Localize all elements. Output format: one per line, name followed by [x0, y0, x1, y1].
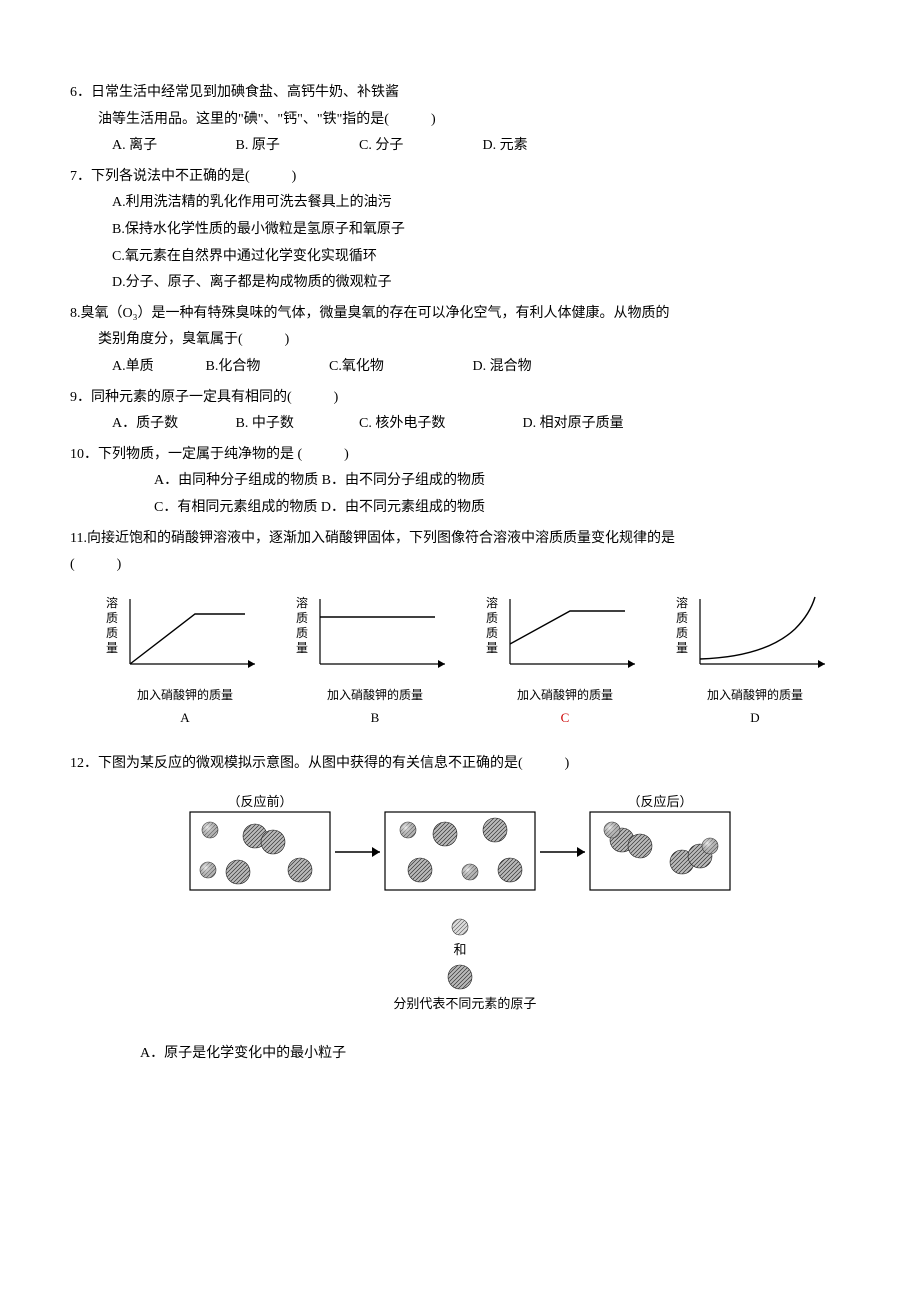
q11-chart-b: 溶 质 质 量 加入硝酸钾的质量 B — [290, 589, 460, 731]
svg-text:质: 质 — [486, 626, 498, 640]
chart-d-label: D — [670, 706, 840, 731]
svg-text:溶: 溶 — [676, 595, 688, 610]
q7-opt-d: D.分子、原子、离子都是构成物质的微观粒子 — [70, 270, 850, 297]
q8-options: A.单质 B.化合物 C.氧化物 D. 混合物 — [70, 354, 850, 381]
q8-opt-c: C.氧化物 — [329, 354, 469, 381]
svg-text:质: 质 — [676, 611, 688, 625]
svg-text:质: 质 — [486, 611, 498, 625]
q6-stem-line1: 6．日常生活中经常见到加碘食盐、高钙牛奶、补铁酱 — [70, 80, 850, 107]
svg-text:溶: 溶 — [296, 595, 308, 610]
q11-chart-d: 溶 质 质 量 加入硝酸钾的质量 D — [670, 589, 840, 731]
q10-opt-b: B．由不同分子组成的物质 — [322, 473, 485, 488]
q9-opt-c: C. 核外电子数 — [359, 411, 519, 438]
q6-opt-a: A. 离子 — [112, 133, 232, 160]
q9-opt-a: A．质子数 — [112, 411, 232, 438]
chart-c-xlabel: 加入硝酸钾的质量 — [480, 684, 650, 707]
svg-text:溶: 溶 — [106, 595, 118, 610]
q10-opt-d: D．由不同元素组成的物质 — [321, 500, 485, 515]
q6-stem-line2: 油等生活用品。这里的"碘"、"钙"、"铁"指的是( ) — [70, 107, 850, 134]
q6-opt-d: D. 元素 — [483, 133, 603, 160]
q8-opt-a: A.单质 — [112, 354, 202, 381]
chart-c-svg: 溶 质 质 量 — [480, 589, 650, 684]
legend-and: 和 — [453, 942, 466, 957]
chart-c-label: C — [480, 706, 650, 731]
chart-b-xlabel: 加入硝酸钾的质量 — [290, 684, 460, 707]
q10-row2: C．有相同元素组成的物质 D．由不同元素组成的物质 — [70, 495, 850, 522]
q12-svg: （反应前） （反应后） — [160, 792, 760, 912]
q10-stem: 10．下列物质，一定属于纯净物的是 ( ) — [70, 442, 850, 469]
chart-b-label: B — [290, 706, 460, 731]
q11-charts: 溶 质 质 量 加入硝酸钾的质量 A 溶 质 质 量 加入硝酸钾的质量 B 溶 — [70, 583, 850, 731]
svg-text:量: 量 — [296, 641, 308, 655]
svg-text:质: 质 — [106, 611, 118, 625]
question-6: 6．日常生活中经常见到加碘食盐、高钙牛奶、补铁酱 油等生活用品。这里的"碘"、"… — [70, 80, 850, 160]
svg-text:量: 量 — [676, 641, 688, 655]
question-11: 11.向接近饱和的硝酸钾溶液中，逐渐加入硝酸钾固体，下列图像符合溶液中溶质质量变… — [70, 526, 850, 579]
chart-a-label: A — [100, 706, 270, 731]
q8-stem-line1: 8.臭氧（O₃）是一种有特殊臭味的气体，微量臭氧的存在可以净化空气，有利人体健康… — [70, 301, 850, 328]
q6-opt-c: C. 分子 — [359, 133, 479, 160]
svg-text:质: 质 — [296, 611, 308, 625]
chart-a-svg: 溶 质 质 量 — [100, 589, 270, 684]
q11-paren: ( ) — [70, 552, 850, 579]
q8-stem-line2: 类别角度分，臭氧属于( ) — [70, 327, 850, 354]
q6-opt-b: B. 原子 — [236, 133, 356, 160]
svg-text:质: 质 — [296, 626, 308, 640]
q7-opt-a: A.利用洗洁精的乳化作用可洗去餐具上的油污 — [70, 190, 850, 217]
q9-opt-b: B. 中子数 — [236, 411, 356, 438]
q6-options: A. 离子 B. 原子 C. 分子 D. 元素 — [70, 133, 850, 160]
chart-b-svg: 溶 质 质 量 — [290, 589, 460, 684]
question-12: 12．下图为某反应的微观模拟示意图。从图中获得的有关信息不正确的是( ) — [70, 751, 850, 778]
q12-diagram: （反应前） （反应后） — [70, 782, 850, 1027]
legend-text: 分别代表不同元素的原子 — [393, 996, 536, 1011]
question-9: 9．同种元素的原子一定具有相同的( ) A．质子数 B. 中子数 C. 核外电子… — [70, 385, 850, 438]
svg-text:量: 量 — [106, 641, 118, 655]
q8-opt-b: B.化合物 — [206, 354, 326, 381]
q10-opt-c: C．有相同元素组成的物质 — [154, 500, 317, 515]
q12-legend: 和 分别代表不同元素的原子 — [70, 912, 850, 1017]
q7-opt-b: B.保持水化学性质的最小微粒是氢原子和氧原子 — [70, 217, 850, 244]
legend-large-atom-icon — [445, 962, 475, 992]
question-8: 8.臭氧（O₃）是一种有特殊臭味的气体，微量臭氧的存在可以净化空气，有利人体健康… — [70, 301, 850, 381]
q9-options: A．质子数 B. 中子数 C. 核外电子数 D. 相对原子质量 — [70, 411, 850, 438]
svg-text:质: 质 — [106, 626, 118, 640]
svg-text:溶: 溶 — [486, 595, 498, 610]
q7-opt-c: C.氧元素在自然界中通过化学变化实现循环 — [70, 244, 850, 271]
q9-opt-d: D. 相对原子质量 — [523, 411, 683, 438]
q12-after-label: （反应后） — [627, 794, 692, 809]
q11-chart-a: 溶 质 质 量 加入硝酸钾的质量 A — [100, 589, 270, 731]
svg-text:质: 质 — [676, 626, 688, 640]
q8-opt-d: D. 混合物 — [473, 354, 613, 381]
question-10: 10．下列物质，一定属于纯净物的是 ( ) A．由同种分子组成的物质 B．由不同… — [70, 442, 850, 522]
q12-stem: 12．下图为某反应的微观模拟示意图。从图中获得的有关信息不正确的是( ) — [70, 751, 850, 778]
question-7: 7．下列各说法中不正确的是( ) A.利用洗洁精的乳化作用可洗去餐具上的油污 B… — [70, 164, 850, 297]
q11-stem: 11.向接近饱和的硝酸钾溶液中，逐渐加入硝酸钾固体，下列图像符合溶液中溶质质量变… — [70, 526, 850, 553]
q7-stem: 7．下列各说法中不正确的是( ) — [70, 164, 850, 191]
chart-d-xlabel: 加入硝酸钾的质量 — [670, 684, 840, 707]
chart-d-svg: 溶 质 质 量 — [670, 589, 840, 684]
q11-chart-c: 溶 质 质 量 加入硝酸钾的质量 C — [480, 589, 650, 731]
q10-row1: A．由同种分子组成的物质 B．由不同分子组成的物质 — [70, 468, 850, 495]
q10-opt-a: A．由同种分子组成的物质 — [154, 473, 318, 488]
q12-opt-a: A．原子是化学变化中的最小粒子 — [70, 1041, 850, 1068]
q12-before-label: （反应前） — [227, 794, 292, 809]
legend-small-atom-icon — [449, 916, 471, 938]
svg-text:量: 量 — [486, 641, 498, 655]
chart-a-xlabel: 加入硝酸钾的质量 — [100, 684, 270, 707]
q9-stem: 9．同种元素的原子一定具有相同的( ) — [70, 385, 850, 412]
